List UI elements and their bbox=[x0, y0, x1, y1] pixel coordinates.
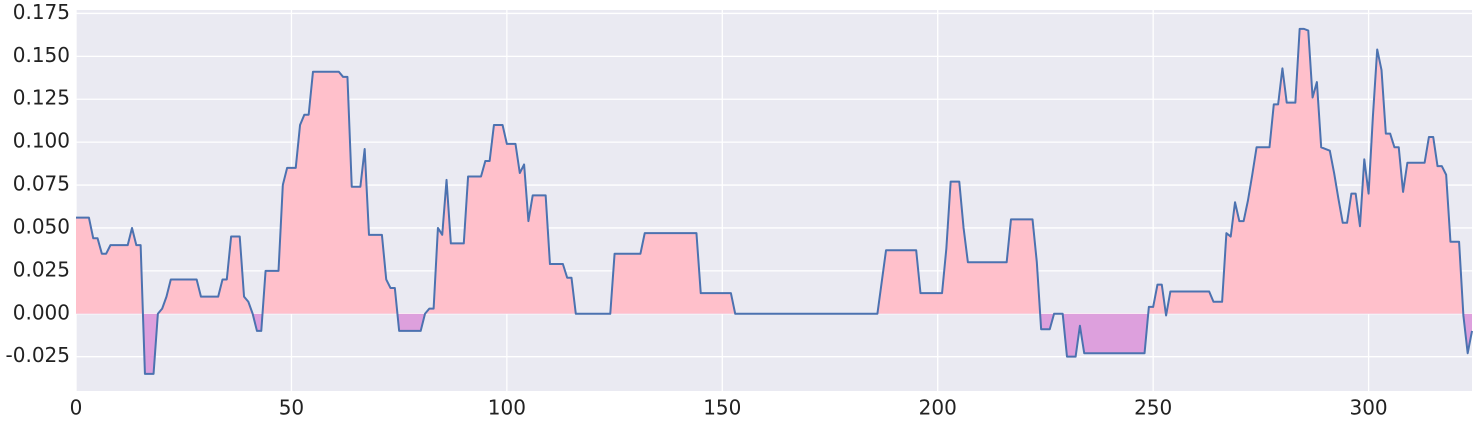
x-tick-label: 200 bbox=[919, 396, 957, 420]
x-tick-label: 250 bbox=[1134, 396, 1172, 420]
x-tick-label: 50 bbox=[279, 396, 304, 420]
x-tick-label: 0 bbox=[70, 396, 83, 420]
area-positive bbox=[76, 28, 1472, 314]
x-tick-label: 100 bbox=[488, 396, 526, 420]
y-tick-label: 0.075 bbox=[13, 172, 70, 196]
y-tick-label: 0.000 bbox=[13, 300, 70, 324]
y-tick-label: 0.125 bbox=[13, 86, 70, 110]
y-tick-label: 0.025 bbox=[13, 257, 70, 281]
y-tick-label: 0.175 bbox=[13, 0, 70, 24]
line bbox=[76, 27, 1473, 375]
y-tick-label: 0.100 bbox=[13, 129, 70, 153]
y-tick-label: -0.025 bbox=[6, 343, 70, 367]
x-tick-label: 300 bbox=[1349, 396, 1387, 420]
x-tick-label: 150 bbox=[703, 396, 741, 420]
y-tick-label: 0.050 bbox=[13, 214, 70, 238]
area-negative bbox=[142, 313, 1472, 374]
y-tick-label: 0.150 bbox=[13, 43, 70, 67]
